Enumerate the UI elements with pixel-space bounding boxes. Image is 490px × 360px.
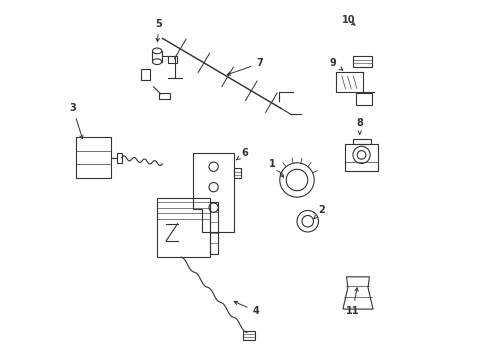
Bar: [243, 330, 255, 339]
Bar: [159, 93, 170, 99]
Bar: [345, 144, 378, 171]
Bar: [117, 153, 122, 163]
Bar: [210, 202, 218, 253]
Bar: [234, 168, 241, 178]
Text: 4: 4: [234, 301, 259, 316]
Text: 11: 11: [346, 288, 359, 316]
Bar: [168, 56, 177, 63]
Bar: [353, 139, 370, 144]
Bar: [353, 56, 372, 67]
Text: 8: 8: [356, 118, 363, 134]
Text: 5: 5: [155, 19, 162, 42]
Text: 1: 1: [269, 159, 284, 177]
Bar: [76, 137, 111, 178]
Text: 6: 6: [237, 148, 248, 160]
Bar: [356, 93, 372, 105]
Text: 2: 2: [314, 206, 325, 219]
Text: 10: 10: [342, 15, 356, 26]
Bar: [157, 198, 210, 257]
Text: 3: 3: [70, 103, 83, 139]
Text: 9: 9: [329, 58, 343, 70]
Bar: [141, 69, 150, 80]
Text: 7: 7: [227, 58, 263, 75]
